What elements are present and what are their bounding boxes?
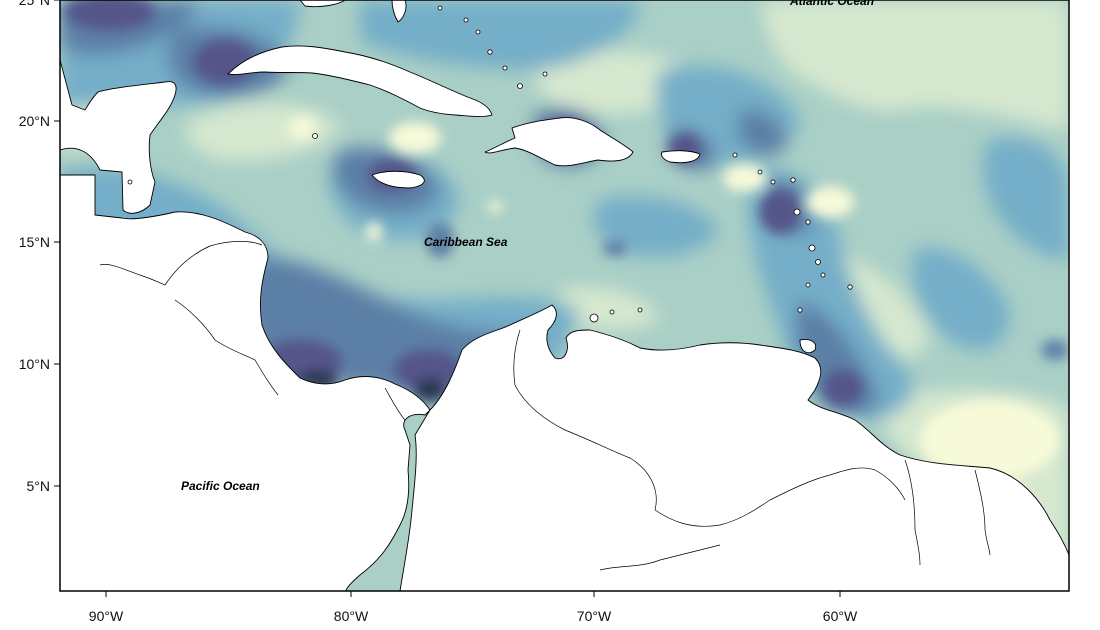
land-trinidad: [799, 339, 817, 354]
island: [732, 152, 738, 158]
border: [384, 387, 406, 421]
border: [599, 544, 721, 571]
island: [589, 313, 599, 323]
island: [609, 309, 615, 315]
field-blob: [760, 0, 1069, 130]
field-blob: [982, 137, 1069, 260]
lat-tick-label: 10°N: [19, 356, 50, 372]
field-blob: [560, 286, 660, 330]
island: [312, 133, 318, 139]
country-borders: [99, 241, 991, 571]
island: [805, 282, 811, 288]
field-blob: [593, 196, 720, 257]
field-highlight: [806, 186, 854, 218]
field-core: [426, 222, 454, 258]
border: [829, 467, 906, 501]
island: [463, 17, 469, 23]
island: [517, 83, 523, 89]
small-islands: [127, 5, 853, 323]
land-yucatan: [60, 59, 177, 214]
island: [808, 244, 816, 252]
field-core: [760, 190, 800, 234]
border: [904, 459, 921, 566]
island: [805, 219, 811, 225]
map-frame: [59, 0, 1070, 592]
land-jamaica: [371, 170, 425, 189]
field-core: [1041, 340, 1069, 360]
land-puerto-rico: [661, 150, 701, 164]
island: [475, 29, 481, 35]
island: [437, 5, 443, 11]
island: [847, 284, 853, 290]
field-highlight: [389, 122, 441, 154]
border: [513, 329, 657, 511]
island: [770, 179, 776, 185]
island: [757, 169, 763, 175]
land-layer: [60, 0, 1069, 591]
land-hispaniola: [484, 117, 634, 167]
island: [502, 65, 508, 71]
field-highlight: [488, 201, 502, 213]
border: [974, 469, 991, 556]
field-blob: [911, 248, 1010, 350]
lat-tick-label: 15°N: [19, 234, 50, 250]
field-core: [394, 350, 462, 390]
label-caribbean-sea: Caribbean Sea: [424, 235, 508, 249]
label-atlantic-ocean: Atlantic Ocean: [789, 0, 874, 8]
island: [542, 71, 548, 77]
land-cuba: [227, 45, 493, 118]
island: [797, 307, 803, 313]
island: [127, 179, 133, 185]
field-core: [414, 378, 446, 402]
label-pacific-ocean: Pacific Ocean: [181, 479, 260, 493]
lat-axis: 25°N 20°N 15°N 10°N 5°N: [19, 0, 60, 494]
border: [99, 264, 166, 286]
lat-tick-label: 25°N: [19, 0, 50, 8]
field-highlight: [366, 222, 382, 242]
field-core: [65, 0, 155, 30]
field-highlight: [920, 400, 1060, 480]
island: [790, 177, 796, 183]
lon-tick-label: 60°W: [823, 608, 858, 624]
lon-tick-label: 70°W: [577, 608, 612, 624]
island: [793, 208, 801, 216]
island: [637, 307, 643, 313]
border: [654, 474, 831, 527]
island: [815, 259, 821, 265]
field-blob: [360, 0, 640, 70]
island: [487, 49, 493, 55]
border: [254, 359, 279, 396]
island: [820, 272, 826, 278]
lat-tick-label: 20°N: [19, 113, 50, 129]
land-central-america: [60, 174, 431, 591]
field-blob: [738, 109, 786, 155]
border: [174, 299, 256, 361]
lon-tick-label: 90°W: [89, 608, 124, 624]
land-south-america: [399, 304, 1069, 591]
field-core: [823, 370, 863, 406]
field-highlight: [723, 164, 767, 192]
lon-axis: 90°W 80°W 70°W 60°W: [89, 591, 858, 624]
field-core: [603, 240, 627, 256]
lon-tick-label: 80°W: [334, 608, 369, 624]
field-highlight: [288, 116, 316, 140]
border: [164, 241, 263, 286]
lat-tick-label: 5°N: [27, 478, 51, 494]
land-bahamas: [391, 0, 407, 23]
